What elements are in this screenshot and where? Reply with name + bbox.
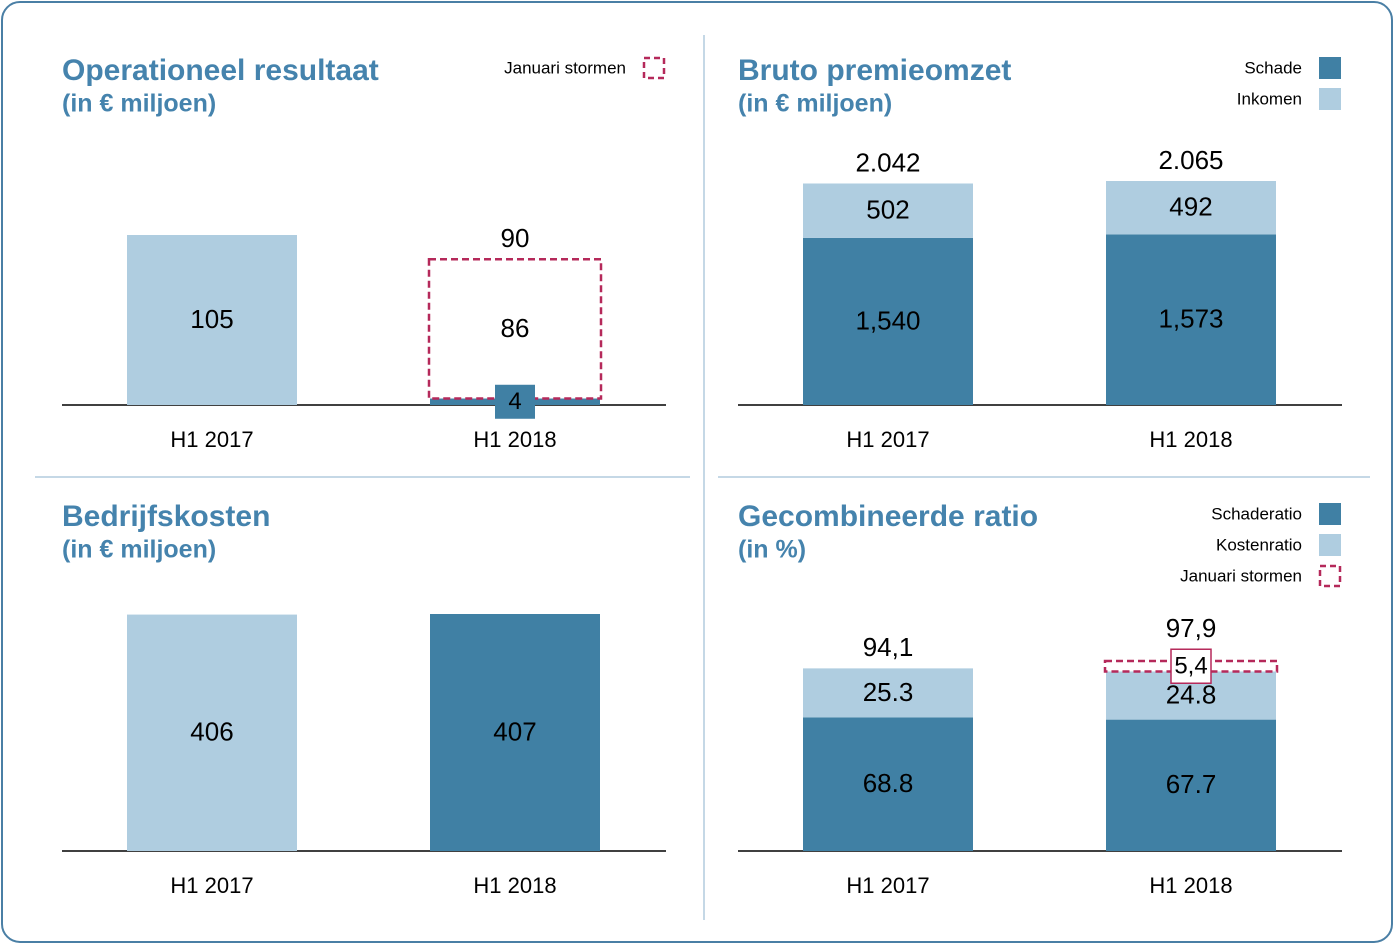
label-box [1170,648,1212,684]
value-label: 68.8 [863,768,914,798]
legend-swatch [1319,88,1341,110]
total-label: 97,9 [1166,613,1217,643]
value-label: 4 [508,388,521,415]
legend-label: Januari stormen [1180,566,1302,585]
value-label: 502 [866,195,909,225]
total-label: 2.042 [855,147,920,177]
bar-segment [1106,719,1276,851]
value-label: 492 [1169,192,1212,222]
bar-segment [803,668,973,718]
value-label: 67.7 [1166,769,1217,799]
x-tick-label: H1 2018 [473,427,556,452]
x-tick-label: H1 2018 [1149,427,1232,452]
legend-swatch [1319,534,1341,556]
legend-label: Inkomen [1237,89,1302,108]
legend-swatch [1318,564,1342,588]
x-tick-label: H1 2017 [170,873,253,898]
legend-label: Januari stormen [504,58,626,77]
chart: Bedrijfskosten (in € miljoen) H1 2017 406 H1… [62,500,666,898]
value-label: 25.3 [863,677,914,707]
chart-subtitle: (in %) [738,536,806,564]
label-box [495,384,535,419]
bar-segment [803,237,973,405]
bar-segment [127,614,297,851]
value-label: 86 [501,313,530,343]
x-tick-label: H1 2018 [473,873,556,898]
x-tick-label: H1 2017 [846,873,929,898]
value-label: 24.8 [1166,679,1217,709]
x-tick-label: H1 2017 [170,427,253,452]
x-tick-label: H1 2018 [1149,873,1232,898]
legend-label: Schade [1244,58,1302,77]
chart-subtitle: (in € miljoen) [738,90,892,118]
legend-label: Schaderatio [1211,504,1302,523]
value-label: 407 [493,716,536,746]
x-tick-label: H1 2017 [846,427,929,452]
chart: Operationeel resultaat (in € miljoen) H1 2… [62,54,666,452]
legend-label: Kostenratio [1216,535,1302,554]
legend-swatch [642,56,666,80]
chart-subtitle: (in € miljoen) [62,536,216,564]
value-label: 1,540 [855,305,920,335]
legend-swatch [1319,503,1341,525]
chart-title: Gecombineerde ratio [738,500,1038,533]
value-label: 1,573 [1158,304,1223,334]
chart-title: Bedrijfskosten [62,500,270,533]
value-label: 105 [190,304,233,334]
chart-title: Operationeel resultaat [62,54,379,87]
bar-segment [127,235,297,405]
bar-segment [803,183,973,238]
chart-title: Bruto premieomzet [738,54,1011,87]
bar-segment [803,717,973,851]
chart: Bruto premieomzet (in € miljoen) H1 2017 1,… [738,54,1342,452]
total-label: 94,1 [863,632,914,662]
bar-segment [1106,181,1276,235]
chart-subtitle: (in € miljoen) [62,90,216,118]
value-label: 406 [190,717,233,747]
bar-segment [430,614,600,851]
total-label: 90 [501,223,530,253]
total-label: 2.065 [1158,145,1223,175]
legend-swatch [1319,57,1341,79]
bar-segment [1106,234,1276,405]
value-label: 5,4 [1174,653,1207,680]
chart: Gecombineerde ratio (in %) H1 2017 68.8 25.3… [738,500,1342,898]
